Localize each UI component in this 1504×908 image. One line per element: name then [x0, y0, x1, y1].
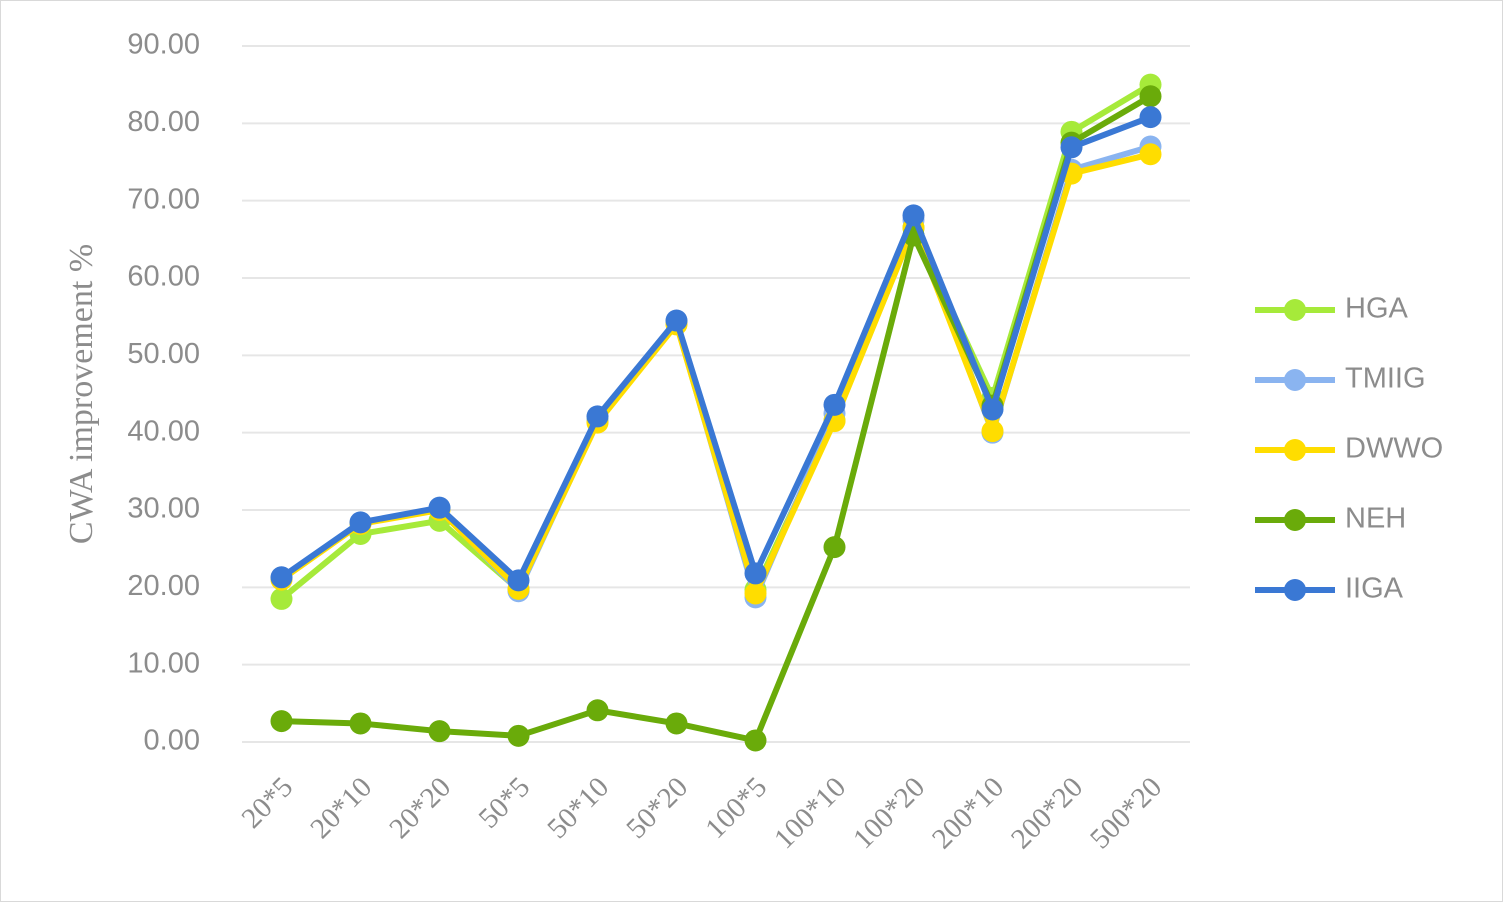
- y-tick-label: 20.00: [127, 570, 200, 602]
- y-tick-label: 50.00: [127, 338, 200, 370]
- y-tick-label: 30.00: [127, 493, 200, 525]
- y-tick-label: 80.00: [127, 106, 200, 138]
- data-point: [902, 204, 925, 227]
- legend-marker: [1284, 509, 1306, 531]
- legend-label: NEH: [1345, 503, 1406, 535]
- legend-marker: [1284, 439, 1306, 461]
- data-point: [1139, 85, 1162, 108]
- data-point: [349, 712, 372, 735]
- legend-marker: [1284, 579, 1306, 601]
- series-line: [279, 114, 1152, 584]
- legend-label: HGA: [1345, 293, 1409, 325]
- data-point: [823, 393, 846, 416]
- y-tick-label: 10.00: [127, 647, 200, 679]
- data-point: [270, 566, 293, 589]
- legend-label: IIGA: [1345, 573, 1404, 605]
- data-point: [586, 405, 609, 428]
- data-point: [507, 569, 530, 592]
- legend-marker: [1284, 299, 1306, 321]
- y-tick-label: 90.00: [127, 29, 200, 61]
- data-point: [349, 511, 372, 534]
- data-point: [823, 536, 846, 559]
- data-point: [270, 710, 293, 733]
- y-tick-label: 60.00: [127, 261, 200, 293]
- data-point: [428, 720, 451, 743]
- y-axis-title: CWA improvement %: [63, 244, 100, 544]
- data-point: [981, 420, 1004, 443]
- data-point: [744, 562, 767, 585]
- data-point: [507, 724, 530, 747]
- y-tick-label: 40.00: [127, 415, 200, 447]
- y-tick-label: 0.00: [144, 725, 200, 757]
- legend-label: DWWO: [1345, 433, 1443, 465]
- data-point: [1139, 106, 1162, 129]
- data-point: [981, 398, 1004, 421]
- data-point: [665, 309, 688, 332]
- legend-marker: [1284, 369, 1306, 391]
- data-point: [1060, 136, 1083, 159]
- y-tick-label: 70.00: [127, 183, 200, 215]
- data-point: [744, 729, 767, 752]
- data-point: [270, 587, 293, 610]
- data-point: [428, 496, 451, 519]
- data-point: [1139, 143, 1162, 166]
- legend-label: TMIIG: [1345, 363, 1426, 395]
- data-point: [744, 582, 767, 605]
- data-point: [665, 712, 688, 735]
- data-point: [586, 699, 609, 722]
